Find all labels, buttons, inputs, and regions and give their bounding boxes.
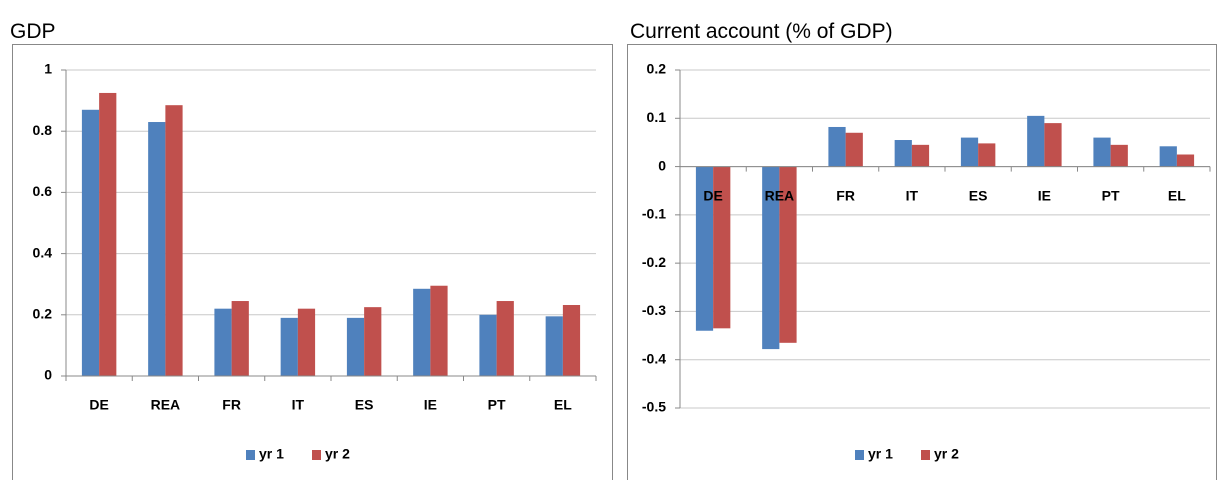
bar (960, 137, 979, 167)
y-tick-label: -0.1 (642, 206, 666, 222)
bar (562, 305, 581, 376)
x-tick-label: PT (1102, 187, 1120, 203)
bar (1093, 137, 1111, 167)
bar (713, 166, 731, 329)
bar (1159, 146, 1177, 167)
bar (1110, 144, 1128, 167)
chart-title: GDP (10, 20, 56, 43)
legend-swatch (855, 450, 864, 460)
bar (1027, 115, 1045, 167)
legend-swatch (921, 450, 930, 460)
legend-swatch (246, 450, 255, 460)
bar (231, 301, 249, 376)
legend-label: yr 2 (325, 446, 350, 462)
x-tick-label: EL (1168, 187, 1186, 203)
bar (1044, 123, 1062, 167)
bar (695, 166, 714, 331)
x-tick-label: DE (89, 397, 108, 413)
x-tick-label: DE (703, 187, 722, 203)
chart-frame (12, 44, 613, 480)
bar (214, 308, 232, 376)
y-tick-label: 0.1 (647, 109, 667, 125)
legend-label: yr 1 (259, 446, 284, 462)
bar (894, 140, 912, 167)
bar (545, 316, 563, 376)
y-tick-label: -0.5 (642, 399, 666, 415)
bar (496, 301, 514, 376)
bar (148, 122, 166, 377)
bar (81, 109, 100, 376)
legend-label: yr 1 (868, 446, 893, 462)
y-tick-label: 0.8 (33, 122, 53, 138)
bar (828, 126, 846, 167)
x-tick-label: FR (222, 397, 241, 413)
x-tick-label: PT (488, 397, 506, 413)
x-tick-label: REA (765, 187, 795, 203)
bar (297, 308, 316, 376)
x-tick-label: IT (292, 397, 305, 413)
y-tick-label: 0.6 (33, 183, 53, 199)
bar (479, 314, 497, 376)
x-tick-label: ES (969, 187, 988, 203)
chart-frame (627, 44, 1217, 480)
bar (1176, 154, 1195, 167)
bar (845, 132, 863, 167)
x-tick-label: ES (355, 397, 374, 413)
y-tick-label: 0.4 (33, 244, 53, 260)
x-tick-label: FR (836, 187, 855, 203)
bar (280, 317, 298, 376)
x-tick-label: IE (1038, 187, 1051, 203)
y-tick-label: 0.2 (33, 306, 53, 322)
bar (911, 144, 930, 167)
y-tick-label: 0 (658, 157, 666, 173)
bar (978, 143, 996, 167)
y-tick-label: 0.2 (647, 61, 667, 77)
y-tick-label: -0.2 (642, 254, 666, 270)
y-tick-label: -0.3 (642, 302, 666, 318)
bar (413, 288, 431, 376)
x-tick-label: IE (424, 397, 437, 413)
y-tick-label: -0.4 (642, 350, 666, 366)
y-tick-label: 0 (44, 367, 52, 383)
bar (165, 105, 183, 376)
legend-swatch (312, 450, 321, 460)
bar (762, 166, 780, 350)
bar (779, 166, 797, 343)
y-tick-label: 1 (44, 61, 52, 77)
bar (99, 92, 117, 376)
chart-title: Current account (% of GDP) (630, 20, 893, 43)
x-tick-label: EL (554, 397, 572, 413)
legend-label: yr 2 (934, 446, 959, 462)
bar (364, 307, 382, 376)
bar (346, 317, 365, 376)
x-tick-label: IT (906, 187, 919, 203)
bar (430, 285, 448, 376)
x-tick-label: REA (151, 397, 181, 413)
